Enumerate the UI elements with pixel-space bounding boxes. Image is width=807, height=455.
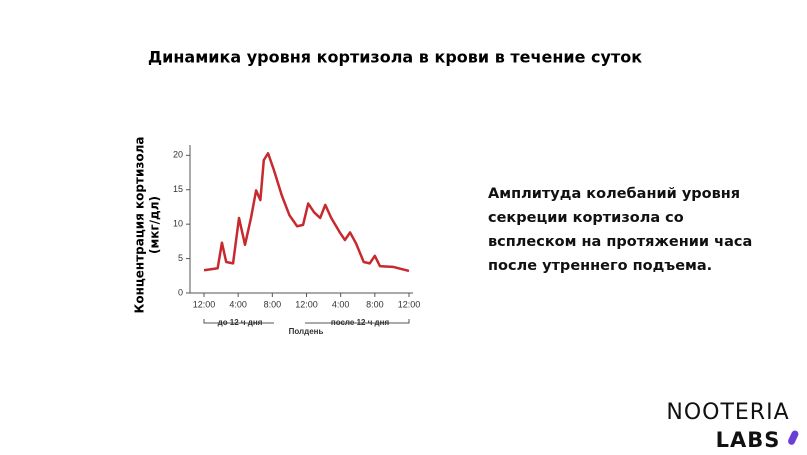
logo-text: NOOTERIA bbox=[666, 400, 789, 425]
y-tick-label: 20 bbox=[173, 150, 183, 160]
x-tick-label: 8:00 bbox=[366, 299, 384, 309]
slide-title: Динамика уровня кортизола в крови в тече… bbox=[148, 48, 642, 67]
bracket bbox=[203, 319, 410, 324]
annotation: Полдень bbox=[289, 327, 324, 336]
x-tick-label: 4:00 bbox=[332, 299, 350, 309]
x-tick-label: 4:00 bbox=[229, 299, 247, 309]
x-tick-label: 8:00 bbox=[264, 299, 282, 309]
logo-text: LABS bbox=[716, 428, 781, 452]
y-tick-label: 0 bbox=[178, 287, 183, 297]
x-tick-label: 12:00 bbox=[295, 299, 318, 309]
y-tick-label: 5 bbox=[178, 253, 183, 263]
y-tick-label: 15 bbox=[173, 184, 183, 194]
line-series bbox=[203, 152, 410, 273]
y-axis-label: Концентрация кортизола bbox=[133, 137, 147, 314]
x-tick-label: 12:00 bbox=[193, 299, 216, 309]
annotation: до 12 ч дня bbox=[218, 318, 263, 327]
logo-icon bbox=[788, 430, 799, 445]
y-tick-label: 10 bbox=[173, 219, 183, 229]
side-text: Амплитуда колебаний уровня секреции корт… bbox=[488, 186, 753, 274]
annotation: после 12 ч дня bbox=[331, 318, 390, 327]
y-axis-label: (мкг/дл) bbox=[148, 196, 162, 254]
x-tick-label: 12:00 bbox=[398, 299, 421, 309]
